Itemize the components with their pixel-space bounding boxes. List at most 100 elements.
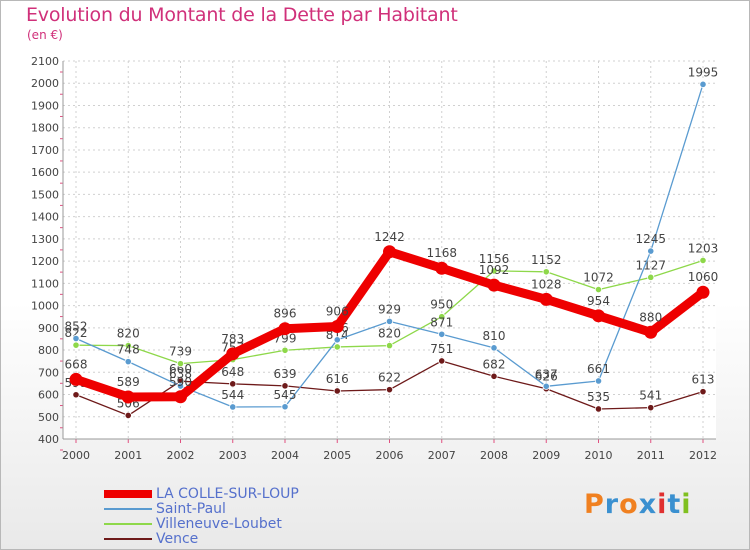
x-tick-label: 2004 xyxy=(271,449,299,462)
data-point xyxy=(594,377,603,385)
x-tick-label: 2001 xyxy=(114,449,142,462)
legend-label: Vence xyxy=(156,531,199,547)
series-0: 599506660648639616622751682626535541613 xyxy=(65,342,714,420)
data-point xyxy=(490,344,498,352)
data-label: 1168 xyxy=(426,246,457,260)
legend-label: LA COLLE-SUR-LOUP xyxy=(156,486,299,502)
data-label: 545 xyxy=(274,388,297,402)
data-label: 820 xyxy=(117,327,140,341)
data-point xyxy=(124,411,132,420)
y-tick-label: 1100 xyxy=(31,277,59,290)
data-point xyxy=(72,341,80,349)
y-tick-label: 1800 xyxy=(31,122,59,135)
series-3: 668 589 590 783 896 906 1242 1168 1092 1028 954 880… xyxy=(65,230,719,404)
x-tick-label: 2003 xyxy=(219,449,247,462)
data-point xyxy=(229,380,237,388)
data-label: 616 xyxy=(326,372,349,386)
data-label: 637 xyxy=(535,367,558,381)
data-label: 648 xyxy=(221,365,244,379)
data-point xyxy=(281,346,289,354)
data-point xyxy=(438,330,446,338)
data-point xyxy=(281,382,289,390)
data-label: 661 xyxy=(587,362,610,376)
y-tick-label: 700 xyxy=(38,366,59,379)
x-tick-label: 2009 xyxy=(532,449,560,462)
data-point xyxy=(647,247,655,255)
data-point xyxy=(699,80,707,88)
legend-swatch xyxy=(104,490,152,498)
data-label: 1156 xyxy=(479,252,510,266)
data-point xyxy=(69,372,83,386)
data-point xyxy=(330,319,344,333)
data-label: 852 xyxy=(65,319,88,333)
data-label: 822 xyxy=(65,326,88,340)
data-point xyxy=(594,285,603,294)
data-label: 541 xyxy=(639,389,662,403)
y-tick-label: 600 xyxy=(38,389,59,402)
data-label: 739 xyxy=(169,345,192,359)
legend-swatch xyxy=(104,538,152,540)
data-point xyxy=(72,334,80,343)
data-point xyxy=(696,285,710,299)
data-point xyxy=(490,267,498,275)
data-point xyxy=(594,405,603,413)
data-point xyxy=(699,388,707,396)
x-tick-label: 2011 xyxy=(637,449,665,462)
y-tick-label: 1500 xyxy=(31,188,59,201)
data-label: 1995 xyxy=(688,65,719,79)
data-label: 783 xyxy=(221,332,244,346)
data-point xyxy=(226,347,240,361)
data-point xyxy=(542,382,550,390)
data-label: 589 xyxy=(117,375,140,389)
x-tick-label: 2002 xyxy=(167,449,195,462)
data-point xyxy=(333,387,341,395)
data-label: 622 xyxy=(378,371,401,385)
data-label: 535 xyxy=(587,390,610,404)
data-point xyxy=(592,309,605,323)
y-tick-label: 400 xyxy=(38,433,59,446)
data-point xyxy=(72,391,80,399)
data-point xyxy=(385,317,394,325)
data-label: 810 xyxy=(483,329,506,343)
y-tick-label: 1400 xyxy=(31,211,59,224)
data-point xyxy=(539,292,553,306)
data-label: 590 xyxy=(169,375,192,389)
data-label: 880 xyxy=(639,310,662,324)
x-tick-label: 2008 xyxy=(480,449,508,462)
data-point xyxy=(644,325,658,339)
chart-title: Evolution du Montant de la Dette par Hab… xyxy=(26,4,458,26)
data-label: 1245 xyxy=(635,232,666,246)
data-label: 638 xyxy=(169,367,192,381)
y-tick-label: 900 xyxy=(38,322,59,335)
data-label: 660 xyxy=(169,362,192,376)
data-label: 871 xyxy=(430,315,453,329)
data-point xyxy=(385,342,394,350)
data-point xyxy=(281,403,289,411)
legend-label: Saint-Paul xyxy=(156,501,226,517)
data-label: 1060 xyxy=(688,270,719,284)
data-point xyxy=(435,261,449,275)
data-label: 954 xyxy=(587,294,610,308)
data-point xyxy=(278,322,292,336)
data-point xyxy=(124,358,132,366)
data-label: 544 xyxy=(221,388,244,402)
x-tick-label: 2005 xyxy=(323,449,351,462)
data-point xyxy=(385,386,394,394)
data-label: 1152 xyxy=(531,253,562,267)
x-tick-label: 2012 xyxy=(689,449,717,462)
y-tick-label: 2000 xyxy=(31,77,59,90)
x-tick-label: 2000 xyxy=(62,449,90,462)
data-label: 1203 xyxy=(688,241,719,255)
y-tick-label: 1600 xyxy=(31,166,59,179)
y-tick-label: 1200 xyxy=(31,255,59,268)
x-tick-label: 2007 xyxy=(428,449,456,462)
legend-swatch xyxy=(104,523,152,525)
data-point xyxy=(333,336,341,344)
data-point xyxy=(438,313,446,321)
y-tick-label: 800 xyxy=(38,344,59,357)
data-label: 639 xyxy=(274,367,297,381)
data-point xyxy=(333,343,341,351)
data-label: 1127 xyxy=(635,258,666,272)
data-point xyxy=(647,273,655,281)
